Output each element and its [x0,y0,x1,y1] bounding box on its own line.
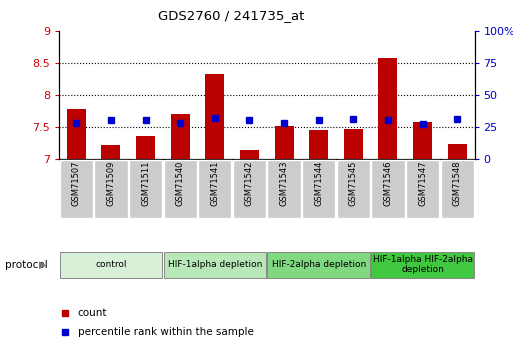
Bar [406,160,439,218]
Text: GSM71543: GSM71543 [280,160,289,206]
Bar [302,160,336,218]
Text: GSM71546: GSM71546 [383,160,392,206]
Text: GSM71545: GSM71545 [349,160,358,206]
Bar [171,114,190,159]
Bar [441,160,474,218]
Text: GSM71544: GSM71544 [314,160,323,206]
Text: HIF-2alpha depletion: HIF-2alpha depletion [271,260,366,269]
Text: GSM71541: GSM71541 [210,160,220,206]
Text: ▶: ▶ [39,260,46,270]
Bar [267,160,301,218]
Bar [129,160,162,218]
Text: GSM71509: GSM71509 [106,160,115,206]
Text: GSM71547: GSM71547 [418,160,427,206]
Bar [205,74,224,159]
Bar [344,129,363,159]
Text: GSM71511: GSM71511 [141,160,150,206]
Text: HIF-1alpha depletion: HIF-1alpha depletion [168,260,262,269]
Bar [448,144,467,159]
Bar [102,145,121,159]
Text: GSM71542: GSM71542 [245,160,254,206]
Bar [274,126,293,159]
Bar [371,160,405,218]
Text: GSM71540: GSM71540 [175,160,185,206]
Bar [94,160,128,218]
Text: percentile rank within the sample: percentile rank within the sample [77,327,253,337]
Text: GSM71548: GSM71548 [452,160,462,206]
Text: HIF-1alpha HIF-2alpha
depletion: HIF-1alpha HIF-2alpha depletion [372,255,472,275]
Bar [60,160,93,218]
Text: control: control [95,260,127,269]
Bar [164,160,197,218]
Bar [136,136,155,159]
Bar [371,252,474,278]
Text: GDS2760 / 241735_at: GDS2760 / 241735_at [157,9,304,22]
Text: count: count [77,308,107,318]
Bar [337,160,370,218]
Bar [240,150,259,159]
Bar [267,252,370,278]
Text: protocol: protocol [5,260,48,270]
Bar [60,252,162,278]
Bar [198,160,231,218]
Bar [67,109,86,159]
Text: GSM71507: GSM71507 [72,160,81,206]
Bar [379,59,398,159]
Bar [164,252,266,278]
Bar [413,122,432,159]
Bar [233,160,266,218]
Bar [309,130,328,159]
